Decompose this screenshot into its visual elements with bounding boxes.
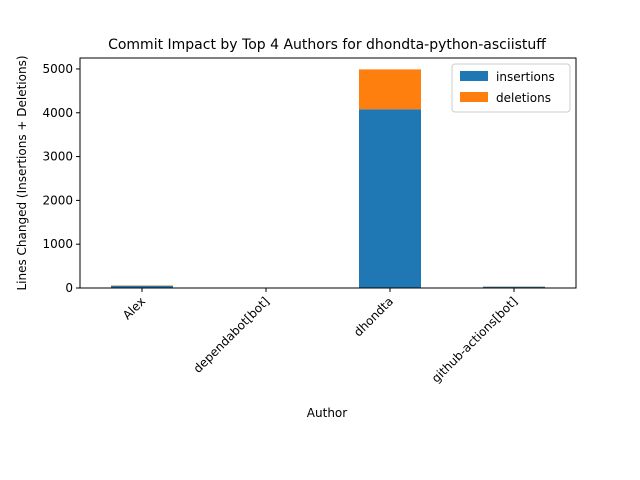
legend: insertions deletions (451, 63, 571, 113)
y-tick-label: 2000 (42, 193, 73, 207)
x-axis-label: Author (307, 406, 347, 420)
y-tick-label: 4000 (42, 106, 73, 120)
plot-frame (79, 57, 577, 289)
legend-swatch-deletions (460, 92, 488, 102)
y-tick-label: 0 (65, 281, 73, 295)
bar-insertions-2 (359, 109, 421, 288)
y-tick-label: 3000 (42, 150, 73, 164)
bars-group (111, 69, 545, 288)
y-tick-label: 5000 (42, 62, 73, 76)
legend-swatch-insertions (460, 71, 488, 81)
legend-label-insertions: insertions (496, 70, 555, 84)
legend-label-deletions: deletions (496, 91, 551, 105)
y-axis: 0 1000 2000 3000 4000 5000 (42, 62, 80, 295)
bar-insertions-3 (483, 286, 545, 288)
y-tick-label: 1000 (42, 237, 73, 251)
bar-deletions-2 (359, 69, 421, 110)
bar-insertions-0 (111, 285, 173, 288)
chart-title: Commit Impact by Top 4 Authors for dhond… (108, 37, 546, 53)
y-axis-label: Lines Changed (Insertions + Deletions) (15, 55, 29, 290)
